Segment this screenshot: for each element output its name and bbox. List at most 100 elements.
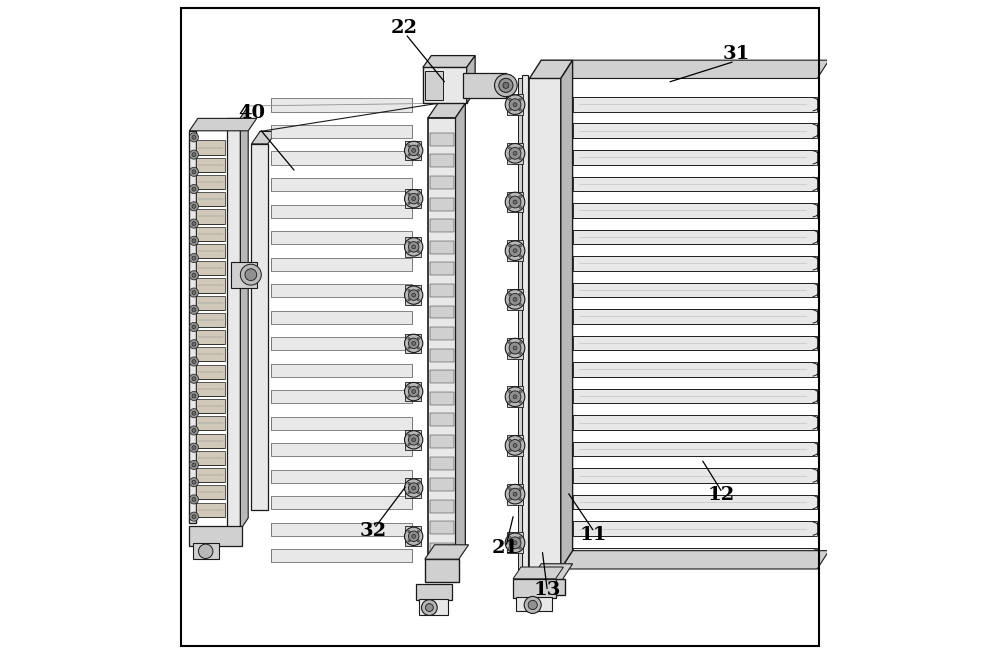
Circle shape [189, 184, 199, 194]
Circle shape [189, 357, 199, 366]
Circle shape [509, 196, 511, 198]
Bar [425, 559, 459, 582]
Circle shape [509, 245, 511, 247]
Circle shape [495, 74, 517, 97]
Bar [405, 478, 421, 498]
Circle shape [519, 341, 521, 344]
Circle shape [519, 98, 521, 101]
Circle shape [189, 322, 199, 332]
Circle shape [408, 483, 419, 493]
Text: 40: 40 [238, 104, 265, 122]
Bar [430, 392, 454, 405]
Circle shape [192, 290, 196, 294]
Circle shape [245, 269, 257, 281]
Circle shape [405, 479, 423, 497]
Circle shape [189, 236, 199, 245]
Circle shape [513, 395, 517, 399]
Bar [271, 152, 412, 165]
Circle shape [519, 293, 521, 296]
Circle shape [192, 325, 196, 329]
Circle shape [505, 387, 525, 407]
Circle shape [422, 600, 437, 615]
Bar [573, 441, 817, 456]
Circle shape [417, 337, 419, 340]
Bar [189, 131, 196, 523]
Text: 31: 31 [722, 45, 750, 63]
Circle shape [192, 480, 196, 484]
Circle shape [509, 196, 521, 208]
Bar [430, 176, 454, 189]
Circle shape [417, 145, 419, 147]
Circle shape [192, 256, 196, 260]
Bar [196, 382, 225, 396]
Bar [405, 526, 421, 546]
Bar [529, 78, 561, 569]
Circle shape [417, 443, 419, 445]
Circle shape [408, 337, 410, 340]
Circle shape [405, 334, 423, 353]
Bar [430, 284, 454, 297]
Circle shape [417, 241, 419, 243]
Bar [516, 597, 552, 611]
Circle shape [408, 154, 410, 156]
Bar [573, 468, 817, 483]
Circle shape [417, 202, 419, 205]
Bar [271, 98, 412, 112]
Circle shape [509, 342, 521, 354]
Circle shape [189, 495, 199, 504]
Bar [507, 94, 523, 115]
Circle shape [240, 264, 261, 285]
Circle shape [519, 147, 521, 150]
Circle shape [513, 103, 517, 107]
Circle shape [189, 150, 199, 159]
Circle shape [519, 449, 521, 452]
Circle shape [192, 152, 196, 156]
Bar [271, 523, 412, 536]
Polygon shape [561, 60, 829, 78]
Circle shape [405, 527, 423, 545]
Circle shape [199, 544, 213, 559]
Circle shape [192, 204, 196, 208]
Circle shape [408, 299, 410, 301]
Bar [430, 370, 454, 383]
Bar [196, 158, 225, 172]
Circle shape [408, 194, 419, 204]
Bar [430, 435, 454, 448]
Bar [430, 500, 454, 513]
Circle shape [189, 271, 199, 280]
Bar [196, 313, 225, 327]
Bar [573, 309, 817, 324]
Circle shape [417, 434, 419, 436]
Circle shape [509, 439, 521, 451]
Bar [430, 327, 454, 340]
Bar [196, 209, 225, 224]
Circle shape [509, 537, 521, 549]
Bar [196, 330, 225, 344]
Circle shape [503, 82, 509, 88]
Bar [573, 203, 817, 218]
Circle shape [408, 338, 419, 349]
Circle shape [417, 250, 419, 252]
Circle shape [417, 289, 419, 292]
Bar [405, 430, 421, 450]
Circle shape [509, 439, 511, 441]
Bar [196, 141, 225, 154]
Bar [196, 451, 225, 465]
Bar [430, 133, 454, 146]
Polygon shape [423, 56, 475, 67]
Circle shape [417, 347, 419, 349]
Circle shape [509, 449, 511, 452]
Circle shape [408, 482, 410, 485]
Circle shape [408, 289, 410, 292]
Circle shape [189, 201, 199, 211]
Bar [271, 205, 412, 218]
Bar [196, 261, 225, 275]
Bar [430, 349, 454, 362]
Circle shape [513, 298, 517, 301]
Circle shape [408, 492, 410, 494]
Circle shape [519, 547, 521, 549]
Circle shape [192, 498, 196, 502]
Circle shape [509, 147, 511, 150]
Bar [573, 150, 817, 165]
Bar [573, 256, 817, 271]
